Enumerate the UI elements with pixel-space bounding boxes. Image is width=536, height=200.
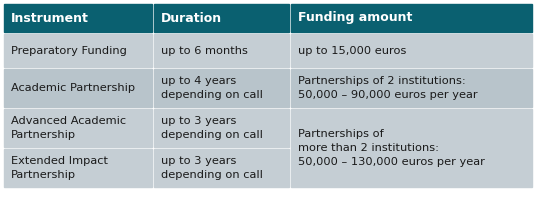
Bar xyxy=(291,34,532,67)
Bar xyxy=(154,4,289,32)
Bar xyxy=(291,4,532,32)
Bar xyxy=(154,109,289,147)
Bar xyxy=(154,149,289,187)
Text: up to 15,000 euros: up to 15,000 euros xyxy=(298,46,406,55)
Text: up to 6 months: up to 6 months xyxy=(161,46,248,55)
Text: Preparatory Funding: Preparatory Funding xyxy=(11,46,127,55)
Bar xyxy=(4,34,152,67)
Text: Duration: Duration xyxy=(161,11,222,24)
Bar xyxy=(291,109,532,187)
Text: up to 3 years
depending on call: up to 3 years depending on call xyxy=(161,116,263,140)
Text: up to 3 years
depending on call: up to 3 years depending on call xyxy=(161,156,263,180)
Text: Funding amount: Funding amount xyxy=(298,11,412,24)
Text: Advanced Academic
Partnership: Advanced Academic Partnership xyxy=(11,116,126,140)
Text: Partnerships of
more than 2 institutions:
50,000 – 130,000 euros per year: Partnerships of more than 2 institutions… xyxy=(298,129,485,167)
Text: Partnerships of 2 institutions:
50,000 – 90,000 euros per year: Partnerships of 2 institutions: 50,000 –… xyxy=(298,76,478,100)
Text: Extended Impact
Partnership: Extended Impact Partnership xyxy=(11,156,108,180)
Text: Academic Partnership: Academic Partnership xyxy=(11,83,135,93)
Bar xyxy=(291,69,532,107)
Bar xyxy=(154,69,289,107)
Bar xyxy=(4,149,152,187)
Bar xyxy=(4,109,152,147)
Text: Instrument: Instrument xyxy=(11,11,89,24)
Bar xyxy=(4,4,152,32)
Bar xyxy=(4,69,152,107)
Bar xyxy=(154,34,289,67)
Text: up to 4 years
depending on call: up to 4 years depending on call xyxy=(161,76,263,100)
